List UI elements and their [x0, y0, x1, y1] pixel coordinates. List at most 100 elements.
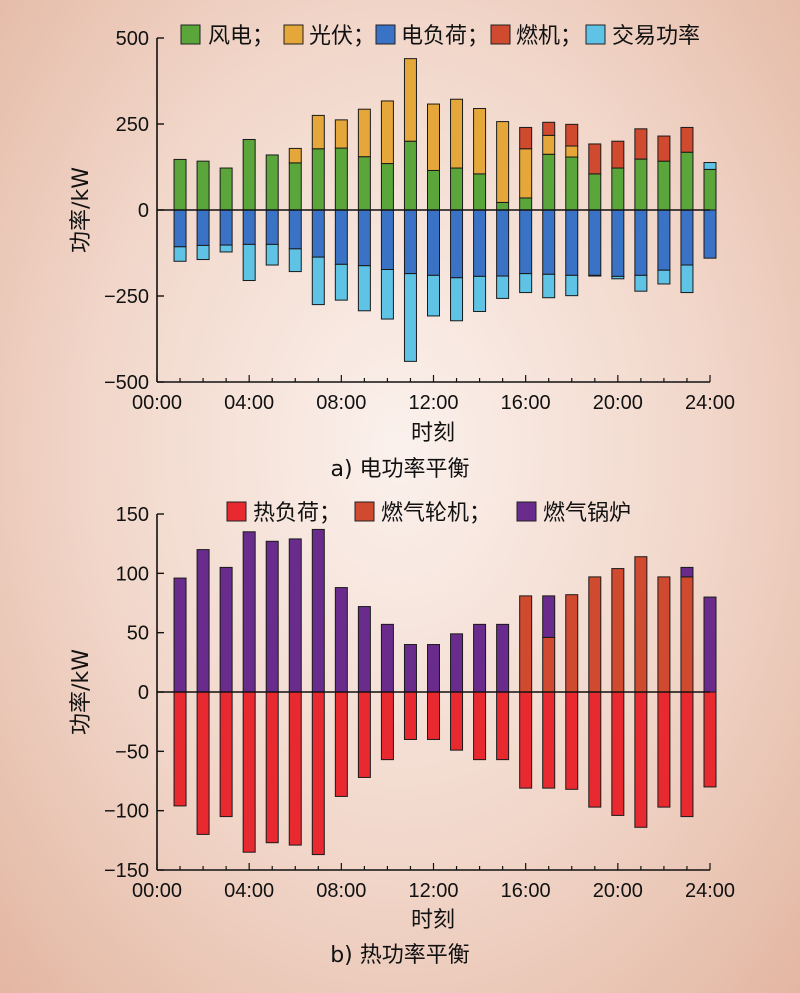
bar-a-series-1-h18: [565, 145, 579, 158]
legend-b-gasturbine-label: 燃气轮机；: [381, 501, 491, 526]
bar-a-series-5-h16: [519, 273, 533, 294]
bar-a-series-4-h7: [311, 209, 325, 258]
bar-b-series-2-h7: [311, 691, 325, 856]
bar-a-series-1-h13: [450, 98, 464, 169]
y-tick-label-a-0: 500: [116, 28, 149, 50]
legend-a-trade-swatch: [585, 24, 606, 45]
bar-a-series-4-h21: [634, 209, 648, 276]
legend-b-heatload-label: 热负荷；: [253, 501, 341, 526]
x-tick-label-a-6: 24:00: [685, 392, 735, 414]
bar-b-series-2-h23: [680, 691, 694, 818]
x-tick-label-a-1: 04:00: [224, 392, 274, 414]
bar-a-series-1-h8: [334, 119, 348, 149]
bar-b-series-0-h19: [588, 576, 602, 693]
legend-a-load-label: 电负荷；: [401, 24, 489, 49]
x-tick-label-a-4: 16:00: [501, 392, 551, 414]
bar-a-series-1-h9: [357, 108, 371, 158]
bar-a-series-4-h5: [265, 209, 279, 245]
y-tick-label-a-1: 250: [116, 114, 149, 136]
chart-b-legend: 热负荷； 燃气轮机； 燃气锅炉: [226, 501, 631, 526]
y-tick-label-b-2: 50: [127, 623, 149, 645]
bar-a-series-0-h9: [357, 156, 371, 211]
bar-a-series-5-h12: [427, 274, 440, 317]
bar-a-series-5-h1: [173, 246, 187, 262]
bar-b-series-1-h2: [196, 549, 210, 693]
bar-b-series-0-h21: [634, 556, 648, 693]
bar-b-series-1-h23: [680, 566, 694, 578]
bar-a-series-0-h18: [565, 156, 579, 211]
bar-a-series-2-h16: [519, 126, 533, 150]
legend-b-boiler-swatch: [516, 501, 537, 522]
bar-a-series-5-h19: [588, 274, 602, 277]
bar-a-series-5-h9: [357, 265, 371, 312]
bar-b-series-1-h6: [288, 538, 302, 693]
bar-a-series-5-h21: [634, 274, 648, 292]
bar-a-series-5-h17: [542, 273, 556, 299]
bar-a-series-4-h19: [588, 209, 602, 276]
bar-b-series-1-h17: [542, 595, 556, 638]
bar-a-series-2-h18: [565, 123, 579, 147]
bar-a-series-5-h18: [565, 274, 579, 297]
bar-a-series-4-h6: [288, 209, 302, 250]
bar-a-series-5-h22: [657, 269, 671, 285]
x-tick-label-b-0: 00:00: [132, 880, 182, 902]
chart-b-ylabel: 功率/kW: [69, 649, 94, 735]
y-tick-label-b-3: 0: [138, 682, 149, 704]
bar-a-series-0-h14: [473, 173, 487, 211]
bar-b-series-2-h20: [611, 691, 625, 816]
y-tick-label-b-1: 100: [116, 563, 149, 585]
bar-b-series-1-h9: [357, 606, 371, 693]
bar-a-series-4-h13: [450, 209, 464, 279]
bar-a-series-5-h14: [473, 275, 487, 312]
bar-b-series-2-h5: [265, 691, 279, 844]
bar-a-series-1-h15: [496, 121, 510, 203]
chart-b-xlabel: 时刻: [411, 908, 455, 933]
chart-b: 热负荷； 燃气轮机； 燃气锅炉 150 100 50 0 −50 −100 −15000:0…: [69, 501, 735, 968]
bar-b-series-2-h16: [519, 691, 533, 789]
bar-b-series-1-h4: [242, 531, 256, 693]
bar-a-series-4-h12: [427, 209, 440, 276]
legend-a-pv-swatch: [283, 24, 304, 45]
bar-b-series-2-h19: [588, 691, 602, 808]
chart-a-ylabel: 功率/kW: [69, 167, 94, 253]
bar-a-series-2-h22: [657, 135, 671, 162]
bar-b-series-2-h17: [542, 691, 556, 789]
bar-a-series-5-h10: [380, 269, 394, 320]
bar-b-series-0-h17: [542, 636, 556, 693]
bar-a-series-1-h7: [311, 114, 325, 150]
bar-a-series-4-h22: [657, 209, 671, 271]
bar-b-series-2-h14: [473, 691, 487, 761]
bar-b-series-2-h6: [288, 691, 302, 846]
bar-a-series-5-h3: [219, 244, 233, 253]
x-tick-label-b-1: 04:00: [224, 880, 274, 902]
bar-a-series-1-h17: [542, 134, 556, 155]
legend-a-gt-swatch: [490, 24, 511, 45]
bar-b-series-1-h15: [496, 623, 510, 693]
bar-b-series-1-h24: [703, 596, 717, 693]
bar-b-series-2-h1: [173, 691, 187, 807]
legend-a-wind-swatch: [180, 24, 201, 45]
bar-b-series-1-h7: [311, 528, 325, 693]
bar-a-series-4-h17: [542, 209, 556, 275]
bar-b-series-2-h9: [357, 691, 371, 778]
bar-b-series-2-h2: [196, 691, 210, 835]
y-tick-label-b-5: −100: [104, 801, 149, 823]
bar-b-series-1-h5: [265, 540, 279, 693]
legend-a-gt-label: 燃机；: [516, 24, 582, 49]
bar-a-series-0-h15: [496, 201, 510, 211]
legend-a-wind-label: 风电；: [208, 24, 274, 49]
chart-a: 风电； 光伏； 电负荷； 燃机； 交易功率 500 250 0 −250 −50000:…: [69, 24, 735, 482]
bar-b-series-2-h3: [219, 691, 233, 818]
bar-a-series-1-h6: [288, 147, 302, 164]
bar-b-series-1-h11: [403, 644, 417, 693]
bar-a-series-1-h12: [427, 103, 440, 171]
bar-a-series-5-h13: [450, 277, 464, 322]
bar-a-series-0-h13: [450, 167, 464, 211]
bar-a-series-0-h20: [611, 167, 625, 211]
bar-a-series-2-h23: [680, 126, 694, 153]
bar-a-series-4-h16: [519, 209, 533, 275]
bar-a-series-0-h22: [657, 160, 671, 211]
bar-b-series-1-h3: [219, 566, 233, 693]
